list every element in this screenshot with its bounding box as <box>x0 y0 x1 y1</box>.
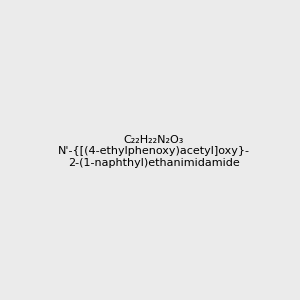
Text: C₂₂H₂₂N₂O₃
N'-{[(4-ethylphenoxy)acetyl]oxy}-
2-(1-naphthyl)ethanimidamide: C₂₂H₂₂N₂O₃ N'-{[(4-ethylphenoxy)acetyl]o… <box>58 135 250 168</box>
